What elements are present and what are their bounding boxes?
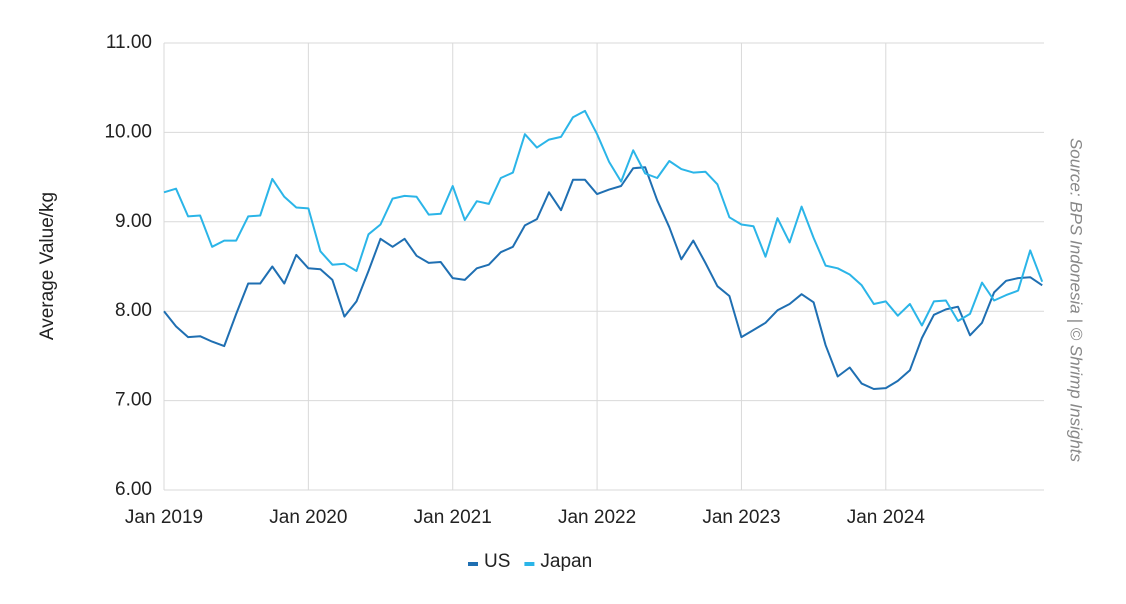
line-series xyxy=(163,109,1044,327)
x-tick-label: Jan 2019 xyxy=(125,507,203,528)
y-tick-label: 10.00 xyxy=(104,121,152,142)
y-axis-label: Average Value/kg xyxy=(37,192,58,340)
x-tick-label: Jan 2020 xyxy=(269,507,347,528)
x-tick-label: Jan 2023 xyxy=(702,507,780,528)
source-note: Source: BPS Indonesia | © Shrimp Insight… xyxy=(1067,138,1086,463)
x-tick-label: Jan 2024 xyxy=(847,507,926,528)
y-tick-label: 11.00 xyxy=(106,32,152,53)
y-tick-label: 7.00 xyxy=(115,390,152,411)
y-tick-label: 8.00 xyxy=(115,300,152,321)
x-tick-label: Jan 2021 xyxy=(414,507,492,528)
legend-label: Japan xyxy=(540,551,592,572)
legend-label: US xyxy=(484,551,510,572)
x-tick-label: Jan 2022 xyxy=(558,507,636,528)
y-tick-label: 6.00 xyxy=(115,479,152,500)
line-series xyxy=(163,166,1043,390)
y-tick-label: 9.00 xyxy=(115,211,152,232)
